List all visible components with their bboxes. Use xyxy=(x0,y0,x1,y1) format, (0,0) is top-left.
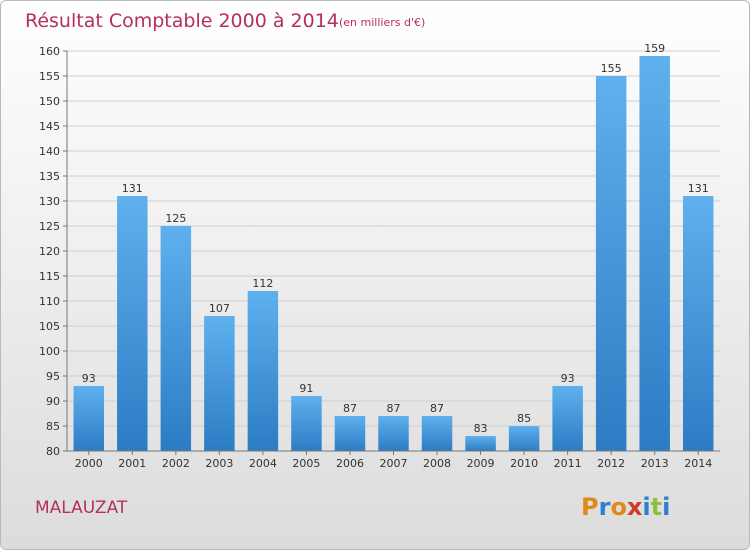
bar-layer: 93 131 125 107 112 91 87 87 87 83 85 93 155 159 131 xyxy=(73,42,714,451)
bar-2014 xyxy=(682,196,714,451)
bar-2009 xyxy=(465,436,496,451)
x-tick-label: 2011 xyxy=(554,457,582,470)
bar-2013 xyxy=(639,56,670,451)
bar-2004 xyxy=(247,291,279,451)
value-label: 155 xyxy=(601,62,622,75)
bar-2011 xyxy=(552,386,583,451)
y-tick-label: 150 xyxy=(39,95,60,108)
y-tick-label: 115 xyxy=(39,270,60,283)
value-label: 87 xyxy=(343,402,357,415)
bar-2003 xyxy=(204,316,235,451)
bar-2000 xyxy=(73,386,105,451)
value-label: 93 xyxy=(82,372,96,385)
y-tick-label: 100 xyxy=(39,345,60,358)
value-label: 159 xyxy=(644,42,665,55)
y-tick-label: 125 xyxy=(39,220,60,233)
y-tick-label: 90 xyxy=(46,395,60,408)
x-tick-label: 2005 xyxy=(292,457,320,470)
x-tick-label: 2003 xyxy=(205,457,233,470)
x-tick-label: 2007 xyxy=(380,457,408,470)
value-label: 131 xyxy=(688,182,709,195)
y-tick-label: 145 xyxy=(39,120,60,133)
bar-2001 xyxy=(117,196,148,451)
town-name: MALAUZAT xyxy=(35,498,128,518)
value-label: 107 xyxy=(209,302,230,315)
chart-title: Résultat Comptable 2000 à 2014 xyxy=(25,10,339,32)
logo-letter: r xyxy=(599,493,611,521)
x-tick-label: 2013 xyxy=(641,457,669,470)
x-tick-label: 2008 xyxy=(423,457,451,470)
y-tick-label: 80 xyxy=(46,445,60,458)
y-tick-label: 120 xyxy=(39,245,60,258)
y-tick-label: 95 xyxy=(46,370,60,383)
bar-2002 xyxy=(160,226,192,451)
x-tick-label: 2000 xyxy=(75,457,103,470)
logo-letter: x xyxy=(627,493,643,521)
y-tick-label: 105 xyxy=(39,320,60,333)
logo-letter: i xyxy=(662,493,670,521)
y-tick-label: 110 xyxy=(39,295,60,308)
x-tick-label: 2009 xyxy=(467,457,495,470)
y-tick-label: 155 xyxy=(39,70,60,83)
bar-2012 xyxy=(595,76,627,451)
y-tick-label: 140 xyxy=(39,145,60,158)
value-label: 87 xyxy=(387,402,401,415)
x-tick-label: 2010 xyxy=(510,457,538,470)
bar-2010 xyxy=(508,426,540,451)
x-tick-label: 2002 xyxy=(162,457,190,470)
bar-2008 xyxy=(421,416,453,451)
y-tick-label: 135 xyxy=(39,170,60,183)
value-label: 125 xyxy=(165,212,186,225)
x-tick-label: 2014 xyxy=(684,457,712,470)
x-tick-label: 2004 xyxy=(249,457,277,470)
value-label: 112 xyxy=(252,277,273,290)
value-label: 93 xyxy=(561,372,575,385)
x-tick-label: 2001 xyxy=(118,457,146,470)
value-label: 85 xyxy=(517,412,531,425)
bar-2007 xyxy=(378,416,409,451)
value-label: 131 xyxy=(122,182,143,195)
axis-layer: 80 85 90 95 100 105 110 115 120 125 130 135 140 145 15… xyxy=(39,45,720,470)
value-label: 83 xyxy=(474,422,488,435)
chart-subtitle: (en milliers d'€) xyxy=(339,16,425,29)
proxiti-logo: Proxiti xyxy=(581,493,670,521)
logo-letter: t xyxy=(651,493,662,521)
value-label: 91 xyxy=(299,382,313,395)
bar-2006 xyxy=(334,416,366,451)
logo-letter: o xyxy=(610,493,627,521)
x-tick-label: 2006 xyxy=(336,457,364,470)
x-tick-label: 2012 xyxy=(597,457,625,470)
y-tick-label: 160 xyxy=(39,45,60,58)
logo-letter: i xyxy=(642,493,650,521)
y-tick-label: 85 xyxy=(46,420,60,433)
y-tick-label: 130 xyxy=(39,195,60,208)
value-label: 87 xyxy=(430,402,444,415)
logo-letter: P xyxy=(581,493,599,521)
bar-2005 xyxy=(291,396,322,451)
